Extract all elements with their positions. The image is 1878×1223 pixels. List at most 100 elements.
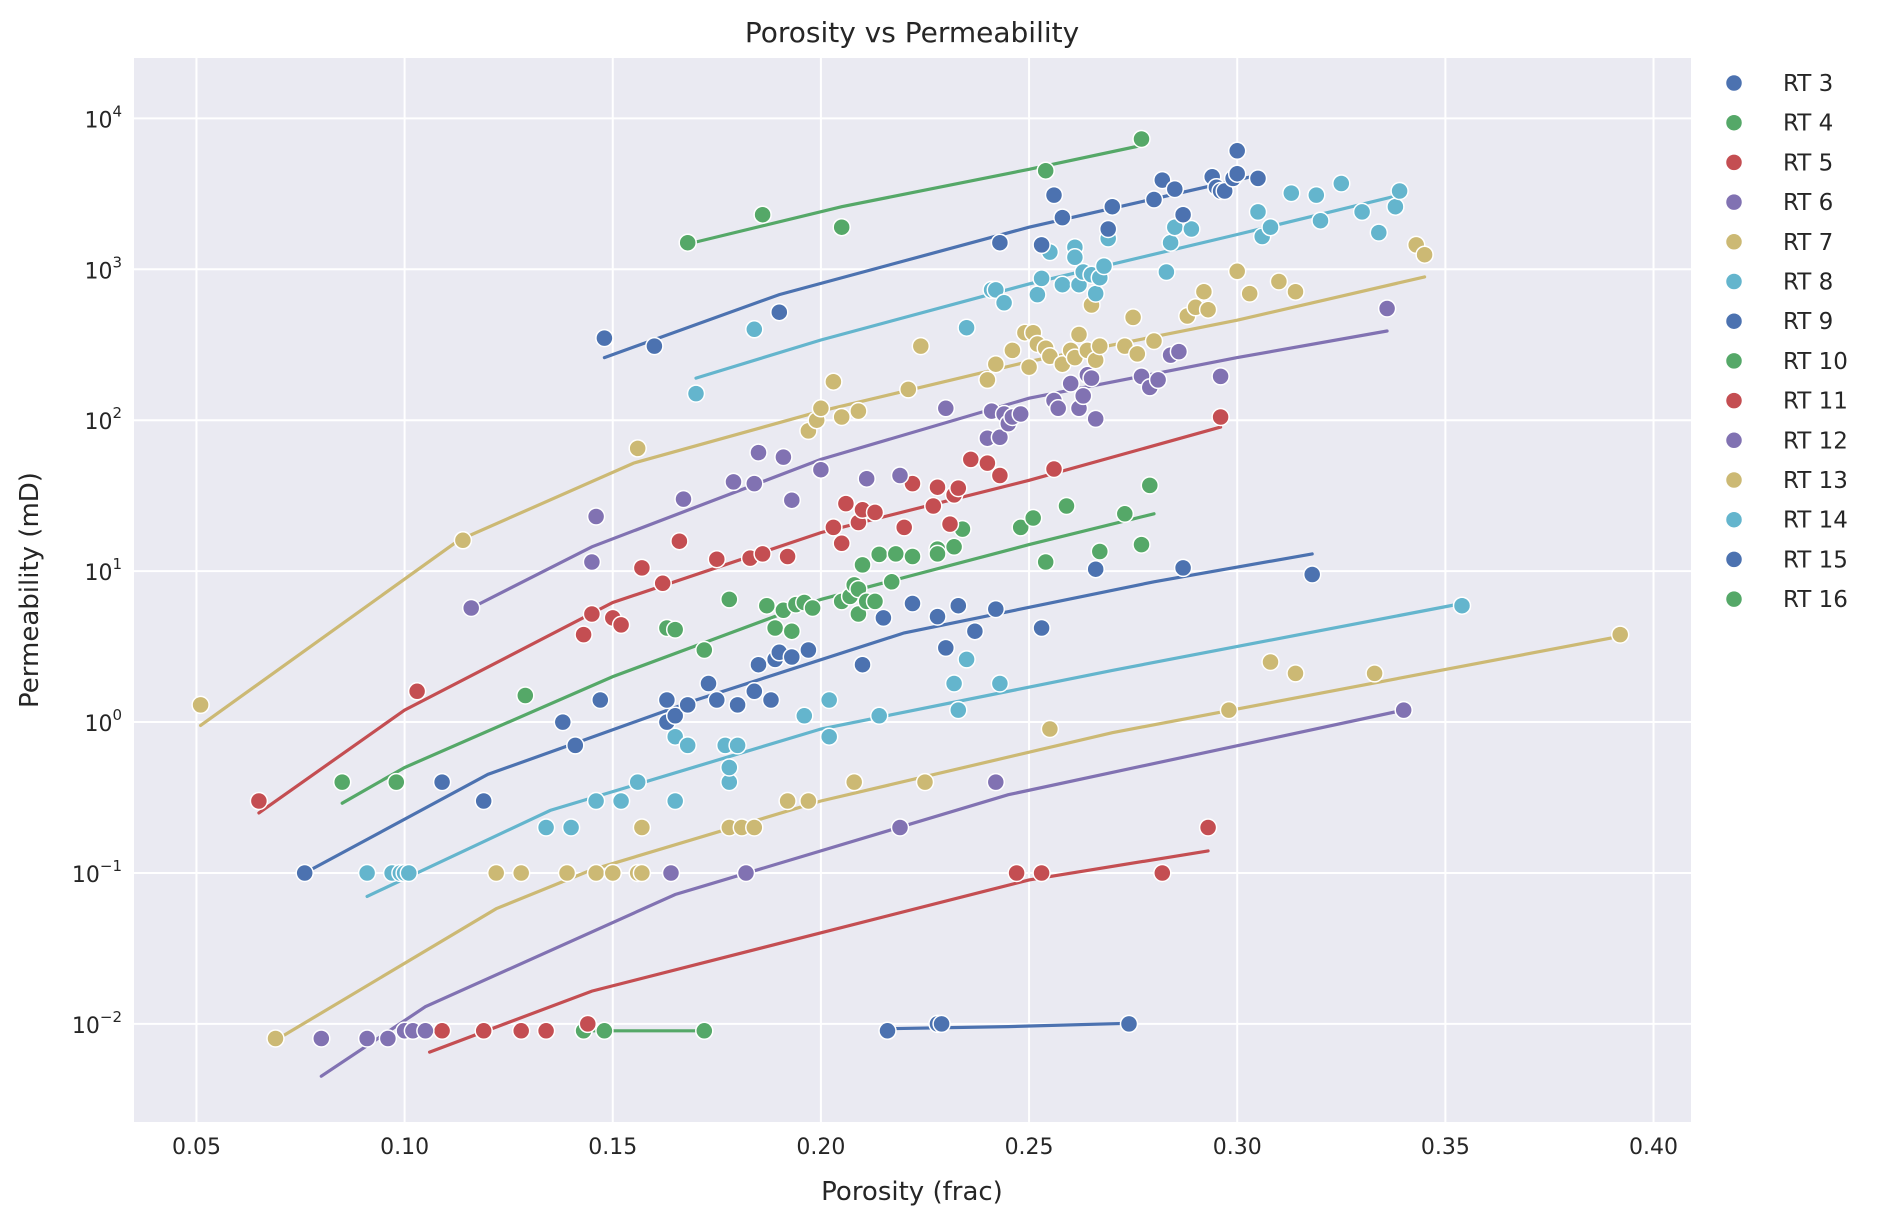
rt-15-point [1103,197,1122,216]
rt-8-point [795,706,814,726]
rt-12-point [936,399,956,418]
rt-7-point [632,863,652,883]
legend-marker-rt-10 [1724,351,1744,371]
y-axis-ticks: 10−2 10−1 100 101 102 103 104 [72,102,122,1039]
legend-label-rt-14: RT 14 [1783,508,1848,534]
legend-marker-rt-12 [1724,431,1744,450]
rt-14-point [1248,202,1268,222]
rt-7-point [603,863,623,883]
rt-8-point [536,818,556,837]
rt-14-point [1261,217,1280,237]
x-axis-label: Porosity (frac) [821,1177,1003,1207]
rt-10-point [516,686,535,705]
rt-14-point [1332,174,1351,193]
rt-13-point [849,401,868,421]
rt-8-point [1452,596,1472,615]
rt-13-point [832,407,851,427]
rt-10-point [1132,535,1151,554]
rt-13-point [1128,344,1147,364]
rt-5-point [1153,863,1172,883]
rt-10-point [882,572,901,592]
rt-15-point [1044,185,1064,205]
rt-8-point [586,791,606,811]
rt-12-point [774,447,793,467]
legend-marker-rt-3 [1724,73,1744,93]
rt-9-point [1173,558,1193,578]
rt-6-point [736,863,756,883]
rt-10-point [1090,542,1110,561]
rt-15-fit-line [602,173,1260,360]
rt-10-point [944,537,964,557]
rt-9-point [782,647,802,667]
rt-15-point [1215,181,1234,201]
rt-15-point [1098,219,1118,239]
rt-15-point [1173,205,1193,224]
rt-12-point [1148,370,1168,390]
rt-15-point [595,328,614,348]
rt-9-point [903,594,922,613]
legend-label-rt-4: RT 4 [1783,111,1833,137]
legend-label-rt-12: RT 12 [1783,428,1848,454]
rt-11-point [582,604,602,624]
rt-14-point [957,318,976,337]
rt-8-point [990,674,1010,693]
rt-13-point [1090,336,1110,356]
legend-marker-rt-13 [1724,470,1744,490]
legend-label-rt-15: RT 15 [1783,547,1848,573]
rt-15-point [1227,141,1247,161]
rt-13-point [986,354,1006,374]
legend-marker-rt-5 [1724,153,1744,172]
rt-11-point [924,496,943,516]
rt-13-point [1269,272,1289,291]
rt-14-point [1028,285,1047,304]
rt-8-point [357,863,377,883]
rt-13-point [191,695,210,715]
rt-11-point [865,503,885,522]
rt-14-point [1182,219,1201,239]
x-tick-label: 0.20 [796,1135,845,1160]
y-tick-label: 10−1 [72,857,122,888]
y-tick-label: 10−2 [72,1008,122,1039]
rt-9-point [761,690,781,710]
rt-13-point [1198,300,1218,319]
rt-7-point [799,791,818,811]
rt-8-point [728,736,747,755]
rt-9-point [965,621,985,641]
y-tick-label: 101 [84,555,122,586]
legend-label-rt-7: RT 7 [1783,230,1833,256]
rt-12-point [674,489,693,509]
rt-12-point [890,466,910,485]
rt-6-point [661,863,681,883]
rt-14-point [1094,256,1114,276]
rt-11-point [753,544,772,564]
rt-10-point [865,592,885,611]
x-tick-label: 0.30 [1213,1135,1262,1160]
rt-11-point [670,531,689,551]
y-tick-label: 103 [84,253,122,284]
legend-label-rt-8: RT 8 [1783,270,1833,296]
x-axis-ticks: 0.05 0.10 0.15 0.20 0.25 0.30 0.35 0.40 [172,1135,1678,1160]
rt-13-point [1227,262,1247,281]
rt-12-point [990,428,1010,447]
rt-11-point [611,615,631,635]
rt-5-point [474,1021,493,1041]
rt-11-point [778,547,797,566]
rt-9-fit-line [303,552,1314,875]
rt-3-fit-line [885,1021,1135,1031]
chart-title: Porosity vs Permeability [745,16,1079,49]
rt-14-point [1369,223,1389,242]
rt-12-point [1169,342,1189,361]
rt-11-point [836,494,856,513]
rt-11-point [653,574,672,593]
rt-8-point [665,791,685,811]
rt-5-point [536,1021,556,1041]
x-tick-label: 0.40 [1629,1135,1678,1160]
y-tick-label: 104 [84,102,122,133]
rt-13-point [1003,341,1022,360]
rt-5-point [1007,863,1026,883]
rt-10-point [1057,496,1076,516]
rt-8-point [665,727,685,746]
rt-3-point [1119,1014,1139,1034]
rt-10-point [765,618,785,638]
